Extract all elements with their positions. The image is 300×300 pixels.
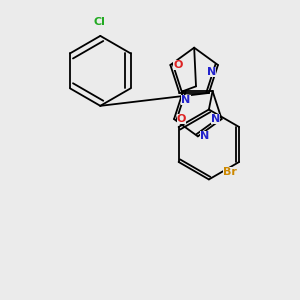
Text: N: N xyxy=(200,131,209,141)
Text: Cl: Cl xyxy=(93,17,105,27)
Text: O: O xyxy=(173,60,183,70)
Text: Br: Br xyxy=(224,167,237,178)
Text: N: N xyxy=(207,67,216,77)
Text: N: N xyxy=(181,95,190,105)
Text: O: O xyxy=(177,114,186,124)
Text: N: N xyxy=(211,114,220,124)
